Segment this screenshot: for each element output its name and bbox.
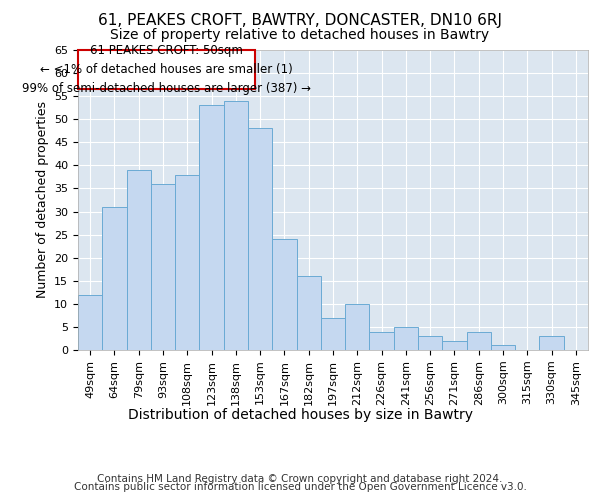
Bar (78, 294, 102, 350)
Y-axis label: Number of detached properties: Number of detached properties (35, 102, 49, 298)
Text: 61 PEAKES CROFT: 50sqm
← <1% of detached houses are smaller (1)
99% of semi-deta: 61 PEAKES CROFT: 50sqm ← <1% of detached… (22, 44, 311, 95)
Text: Distribution of detached houses by size in Bawtry: Distribution of detached houses by size … (128, 408, 473, 422)
Bar (151, 184, 175, 350)
Bar (272, 239, 296, 350)
Bar (127, 170, 151, 350)
Text: Contains HM Land Registry data © Crown copyright and database right 2024.: Contains HM Land Registry data © Crown c… (97, 474, 503, 484)
Bar (539, 336, 564, 350)
Bar (418, 336, 442, 350)
Bar (248, 128, 272, 350)
Bar (102, 207, 127, 350)
Bar (175, 174, 199, 350)
Text: Contains public sector information licensed under the Open Government Licence v3: Contains public sector information licen… (74, 482, 526, 492)
Bar (442, 341, 467, 350)
Bar (467, 332, 491, 350)
Bar (224, 101, 248, 350)
Bar (491, 346, 515, 350)
Bar (370, 332, 394, 350)
Text: Size of property relative to detached houses in Bawtry: Size of property relative to detached ho… (110, 28, 490, 42)
Bar (394, 327, 418, 350)
Bar (321, 318, 345, 350)
Bar (296, 276, 321, 350)
Bar (345, 304, 370, 350)
FancyBboxPatch shape (78, 50, 255, 89)
Bar (199, 106, 224, 350)
Text: 61, PEAKES CROFT, BAWTRY, DONCASTER, DN10 6RJ: 61, PEAKES CROFT, BAWTRY, DONCASTER, DN1… (98, 12, 502, 28)
